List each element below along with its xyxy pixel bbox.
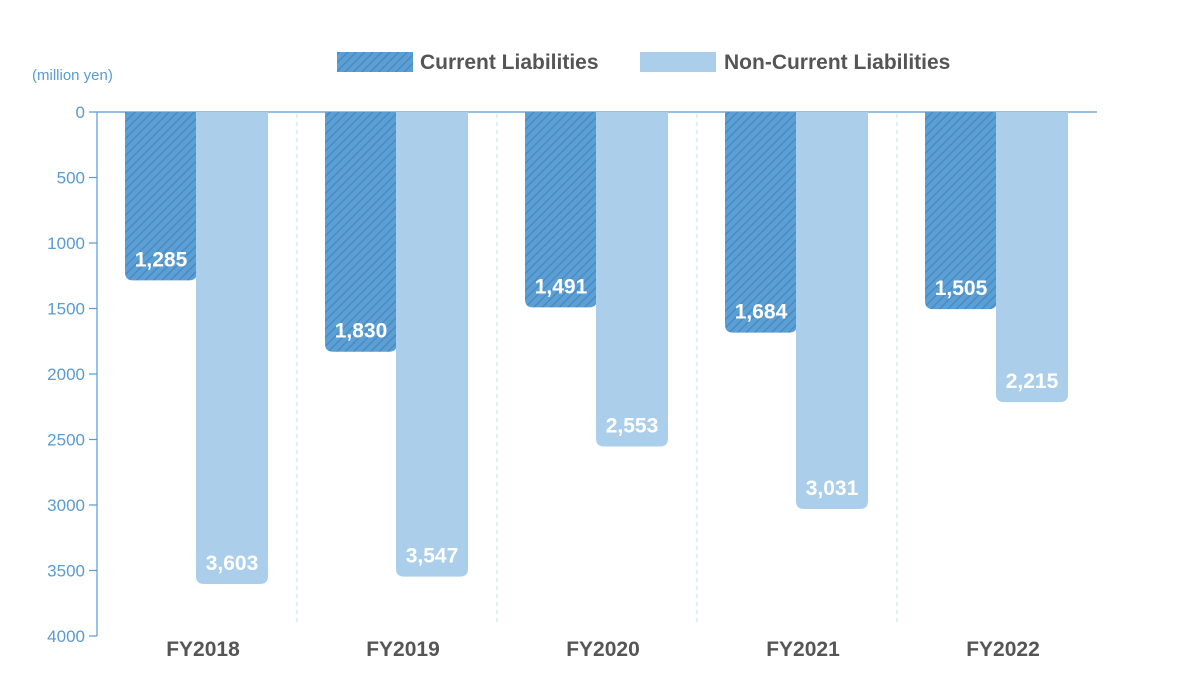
y-axis-unit-label: (million yen) xyxy=(32,67,113,84)
y-tick-label: 500 xyxy=(57,169,85,188)
bar-current-liabilities-fy2022 xyxy=(925,112,997,310)
y-tick-label: 2000 xyxy=(47,365,85,384)
legend-swatch-current xyxy=(337,52,413,72)
data-label-non-current-liabilities-fy2022: 2,215 xyxy=(1006,370,1059,393)
y-tick-label: 3500 xyxy=(47,562,85,581)
legend-label-non-current: Non-Current Liabilities xyxy=(724,51,950,74)
category-separators xyxy=(296,114,898,626)
data-label-current-liabilities-fy2022: 1,505 xyxy=(935,277,988,300)
bar-non-current-liabilities-fy2022 xyxy=(996,112,1068,403)
y-tick-label: 2500 xyxy=(47,431,85,450)
data-label-non-current-liabilities-fy2019: 3,547 xyxy=(406,545,459,568)
bar-non-current-liabilities-fy2020 xyxy=(596,112,668,447)
bar-current-liabilities-fy2019 xyxy=(325,112,397,352)
data-label-non-current-liabilities-fy2021: 3,031 xyxy=(806,477,859,500)
category-label-fy2020: FY2020 xyxy=(566,638,640,661)
data-label-current-liabilities-fy2020: 1,491 xyxy=(535,275,588,298)
legend: Current Liabilities Non-Current Liabilit… xyxy=(337,51,950,74)
data-label-non-current-liabilities-fy2018: 3,603 xyxy=(206,552,259,575)
legend-item-current: Current Liabilities xyxy=(337,51,599,74)
category-label-fy2022: FY2022 xyxy=(966,638,1040,661)
legend-item-non-current: Non-Current Liabilities xyxy=(640,51,950,74)
y-tick-label: 3000 xyxy=(47,496,85,515)
bars xyxy=(125,112,1068,584)
category-labels: FY2018 FY2019 FY2020 FY2021 FY2022 xyxy=(166,638,1040,661)
y-tick-label: 1500 xyxy=(47,300,85,319)
legend-swatch-non-current xyxy=(640,52,716,72)
y-axis: 0 500 1000 1500 2000 2500 3000 3500 4000 xyxy=(47,103,1097,646)
category-label-fy2019: FY2019 xyxy=(366,638,440,661)
data-label-current-liabilities-fy2018: 1,285 xyxy=(135,248,188,271)
data-label-current-liabilities-fy2021: 1,684 xyxy=(735,301,788,324)
y-tick-label: 4000 xyxy=(47,627,85,646)
data-labels: 1,285 3,603 1,830 3,547 1,491 2,553 1,684 3,031… xyxy=(135,248,1059,575)
y-tick-label: 1000 xyxy=(47,234,85,253)
data-label-current-liabilities-fy2019: 1,830 xyxy=(335,320,388,343)
data-label-non-current-liabilities-fy2020: 2,553 xyxy=(606,414,659,437)
legend-label-current: Current Liabilities xyxy=(420,51,599,74)
category-label-fy2021: FY2021 xyxy=(766,638,840,661)
bar-non-current-liabilities-fy2019 xyxy=(396,112,468,577)
bar-current-liabilities-fy2021 xyxy=(725,112,797,333)
y-tick-label: 0 xyxy=(76,103,85,122)
bar-non-current-liabilities-fy2018 xyxy=(196,112,268,584)
bar-current-liabilities-fy2020 xyxy=(525,112,597,308)
category-label-fy2018: FY2018 xyxy=(166,638,240,661)
bar-non-current-liabilities-fy2021 xyxy=(796,112,868,510)
bar-current-liabilities-fy2018 xyxy=(125,112,197,281)
